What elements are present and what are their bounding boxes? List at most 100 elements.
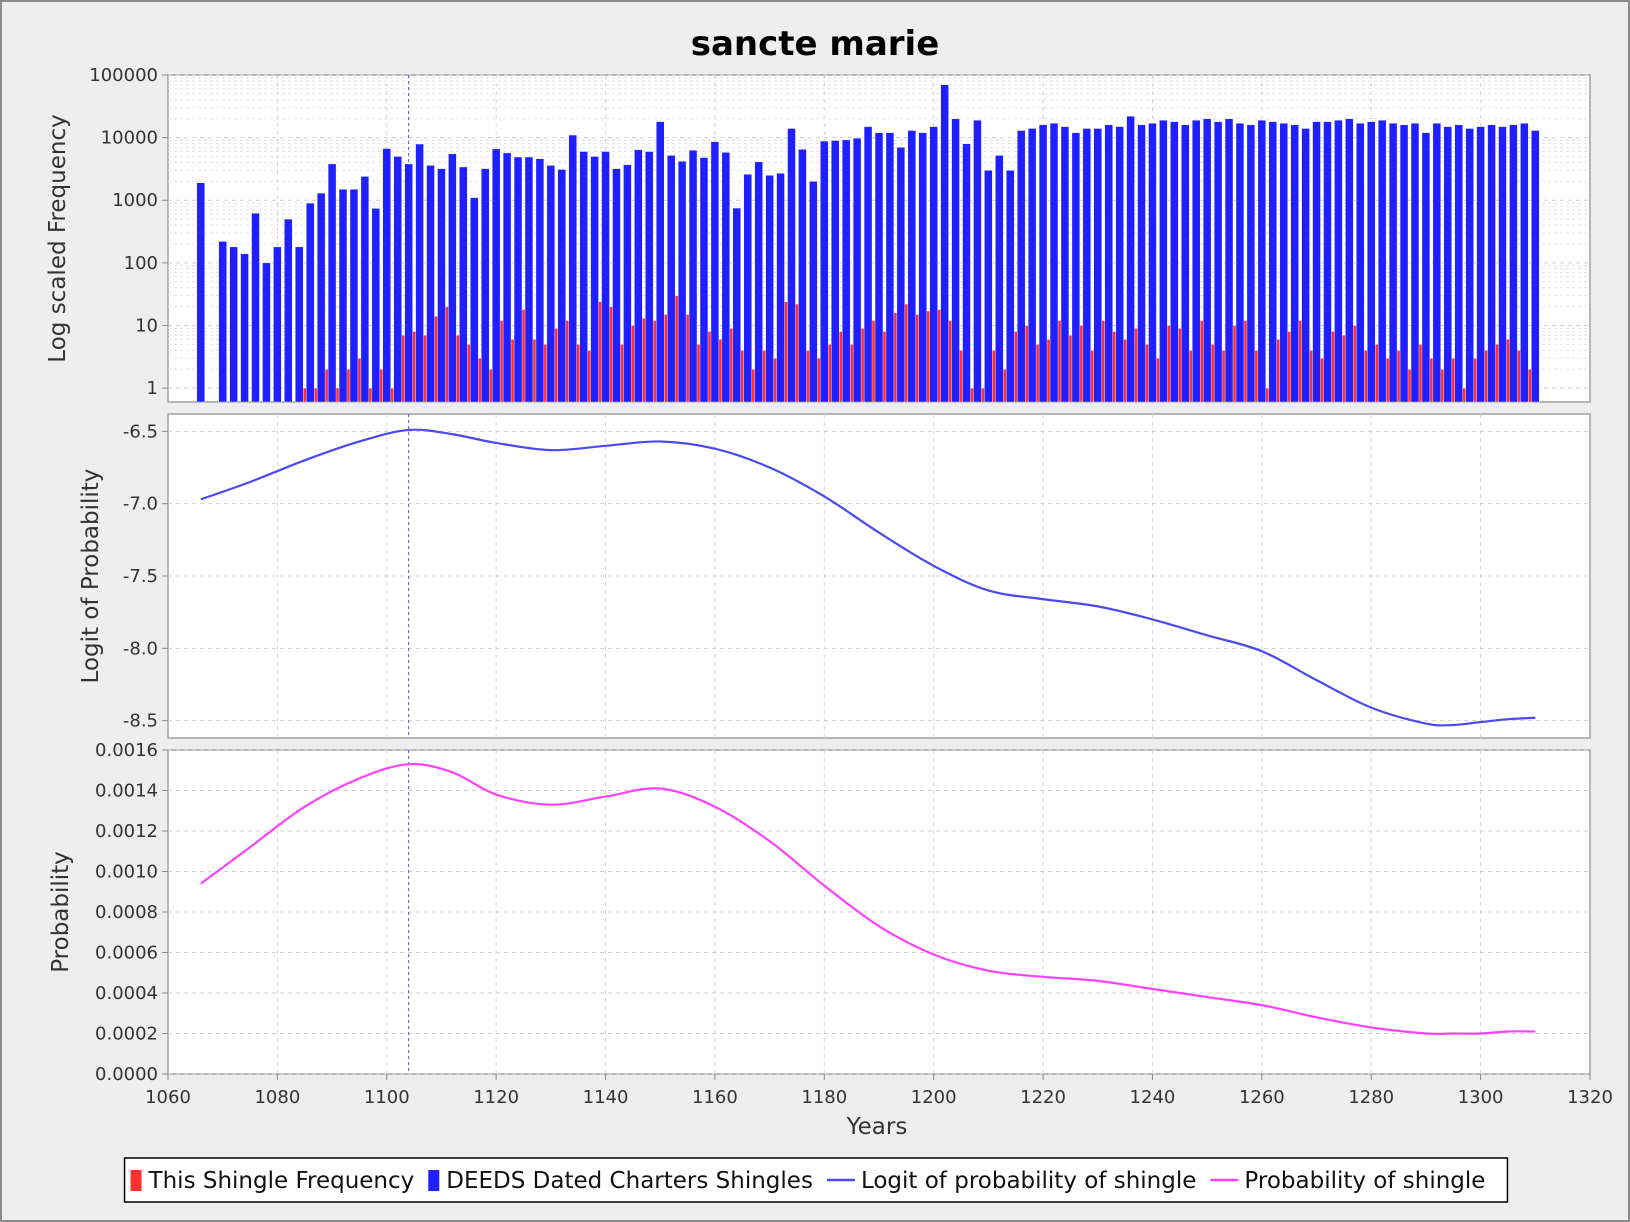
y-tick-label: 0.0014 <box>95 781 158 802</box>
bar <box>459 166 468 403</box>
bar <box>568 134 577 403</box>
series-line-logit <box>200 428 1536 727</box>
x-tick-label: 1080 <box>254 1087 300 1108</box>
y-tick-label: 0.0002 <box>95 1024 158 1045</box>
bar <box>820 140 829 403</box>
bar <box>1202 118 1212 403</box>
bar <box>907 130 916 403</box>
x-tick-label: 1140 <box>583 1087 629 1108</box>
panel-probability: 0.0000 0.0002 0.0004 0.0006 0.0008 0.0010 0.00… <box>48 740 1591 1085</box>
bar <box>743 174 752 403</box>
bar <box>1115 126 1124 403</box>
bar <box>1268 121 1277 403</box>
bar <box>1060 126 1070 403</box>
bar <box>1388 122 1398 403</box>
bar <box>1301 128 1310 403</box>
x-tick-label: 1220 <box>1020 1087 1066 1108</box>
bar <box>426 165 435 403</box>
y-tick-label: -7.0 <box>123 494 158 515</box>
bar <box>557 169 566 403</box>
bar <box>809 181 818 403</box>
bar <box>1049 122 1059 403</box>
bar <box>470 197 479 403</box>
y-tick-label: 0.0016 <box>95 740 158 761</box>
y-tick-label: 0.0006 <box>95 943 158 964</box>
legend-box <box>123 1157 1509 1203</box>
x-tick-label: 1260 <box>1239 1087 1285 1108</box>
bar <box>448 153 457 403</box>
bar <box>1181 124 1190 403</box>
bar <box>1443 126 1452 403</box>
bar <box>1432 122 1442 403</box>
bar <box>1126 115 1135 403</box>
bar <box>940 84 949 403</box>
bar <box>371 208 380 403</box>
bar <box>229 246 238 403</box>
plot-panels: 1 10 100 1000 10000 100000 Log scaled Frequenc… <box>45 65 1613 1108</box>
x-axis-label: Years <box>846 1114 908 1140</box>
y-tick-label: 100 <box>124 253 158 274</box>
bar <box>1027 128 1037 403</box>
bar <box>1531 130 1540 403</box>
x-tick-label: 1160 <box>692 1087 738 1108</box>
bar <box>1137 124 1146 403</box>
bar <box>995 155 1004 403</box>
bar <box>918 132 927 403</box>
bar <box>1082 128 1091 403</box>
bar <box>765 175 774 403</box>
legend-swatch <box>428 1170 440 1191</box>
bar <box>306 202 315 403</box>
bar <box>732 207 741 403</box>
bar <box>754 161 763 403</box>
bar <box>524 156 534 403</box>
bar <box>688 149 698 403</box>
panel-frequency: 1 10 100 1000 10000 100000 Log scaled Frequenc… <box>45 65 1591 403</box>
bar <box>1017 130 1026 403</box>
legend: This Shingle Frequency DEEDS Dated Charte… <box>123 1157 1509 1203</box>
bar <box>502 152 512 403</box>
bar <box>273 246 282 403</box>
bar <box>1410 122 1420 403</box>
chart-title: sancte marie <box>691 24 940 64</box>
y-tick-label: 10 <box>135 315 158 336</box>
bar <box>437 168 446 403</box>
bar <box>404 163 413 403</box>
bar <box>546 165 556 403</box>
bar <box>513 156 523 403</box>
bar <box>1498 126 1507 403</box>
bar <box>1520 122 1529 403</box>
bar <box>251 213 260 403</box>
bar <box>1290 124 1299 403</box>
bar <box>415 143 424 403</box>
bar <box>973 119 982 403</box>
bar <box>984 170 993 403</box>
bar <box>1509 124 1518 403</box>
bar <box>393 156 402 403</box>
legend-label: DEEDS Dated Charters Shingles <box>446 1168 813 1194</box>
bar <box>1356 122 1365 403</box>
bar <box>634 149 643 403</box>
bar <box>929 126 938 403</box>
legend-swatch <box>130 1170 142 1191</box>
y-axis-label-probability: Probability <box>48 851 74 973</box>
y-tick-label: 0.0000 <box>95 1064 158 1085</box>
bar <box>842 139 851 403</box>
bar <box>1159 119 1168 403</box>
bar <box>831 140 840 403</box>
bars-deeds-dated-charters-shingles <box>196 84 1540 403</box>
bar <box>1312 121 1321 403</box>
bar <box>491 148 501 403</box>
y-tick-label: 10000 <box>101 128 158 149</box>
bar <box>1148 122 1157 403</box>
bar <box>1104 124 1113 403</box>
bar <box>710 141 720 403</box>
bar <box>656 121 665 403</box>
bar <box>360 176 370 403</box>
bar <box>1378 119 1387 403</box>
bar <box>1246 124 1256 403</box>
y-tick-label: 0.0012 <box>95 821 158 842</box>
x-tick-label: 1320 <box>1567 1087 1613 1108</box>
x-tick-label: 1120 <box>473 1087 519 1108</box>
bar <box>1345 118 1354 403</box>
bar <box>612 168 621 403</box>
